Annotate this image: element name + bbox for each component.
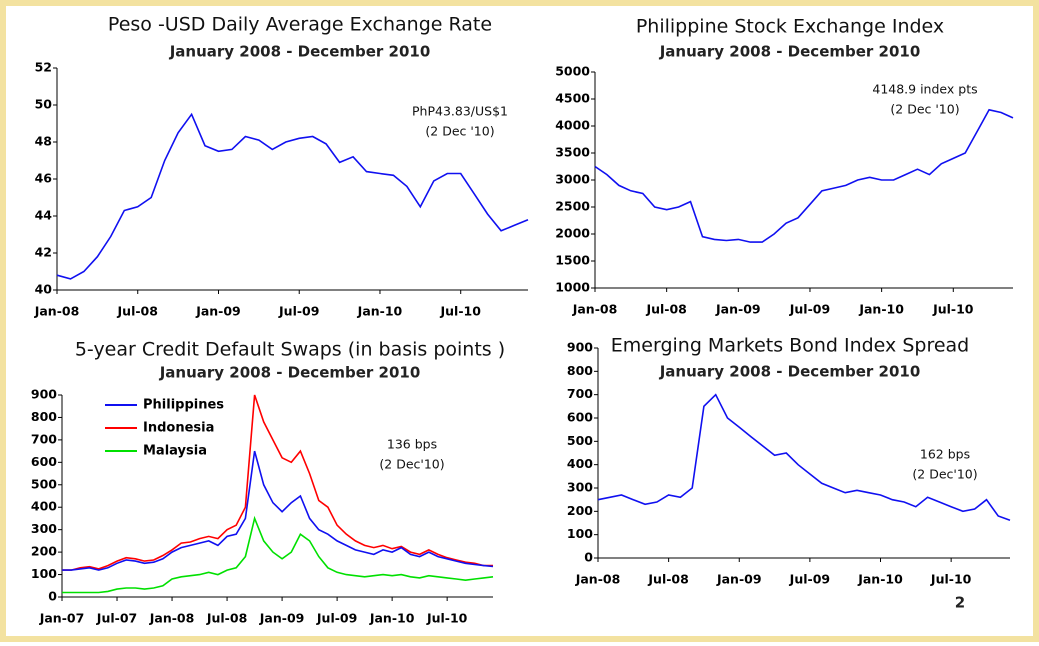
y-tick-label: 900 — [567, 340, 593, 355]
x-tick-label: Jul-07 — [96, 611, 137, 626]
x-tick-label: Jan-10 — [858, 302, 904, 317]
x-tick-label: Jul-08 — [647, 572, 688, 587]
y-tick-label: 700 — [567, 386, 593, 401]
y-tick-label: 500 — [567, 433, 593, 448]
y-tick-label: 400 — [567, 456, 593, 471]
y-tick-label: 100 — [31, 566, 57, 581]
x-tick-label: Jul-10 — [440, 304, 482, 319]
y-tick-label: 500 — [31, 476, 57, 491]
legend-label: Indonesia — [143, 421, 214, 436]
y-tick-label: 52 — [35, 60, 52, 75]
y-tick-label: 4500 — [555, 91, 590, 106]
annotation: 136 bps — [387, 437, 437, 452]
chart-title: 5-year Credit Default Swaps (in basis po… — [75, 339, 505, 361]
y-tick-label: 4000 — [555, 118, 590, 133]
y-tick-label: 2000 — [555, 226, 590, 241]
x-tick-label: Jan-09 — [715, 302, 761, 317]
series-line — [594, 108, 1014, 243]
y-tick-label: 0 — [48, 589, 57, 604]
series-line — [597, 393, 1011, 521]
series-line — [56, 112, 529, 280]
y-tick-label: 700 — [31, 431, 57, 446]
y-tick-label: 3500 — [555, 145, 590, 160]
y-tick-label: 300 — [31, 521, 57, 536]
x-tick-label: Jul-10 — [426, 611, 468, 626]
x-tick-label: Jan-08 — [572, 302, 618, 317]
y-tick-label: 48 — [35, 134, 52, 149]
y-tick-label: 50 — [35, 97, 53, 112]
x-tick-label: Jul-09 — [278, 304, 319, 319]
y-tick-label: 0 — [584, 550, 593, 565]
y-tick-label: 800 — [567, 363, 593, 378]
x-tick-label: Jan-09 — [716, 572, 762, 587]
y-tick-label: 800 — [31, 409, 57, 424]
x-tick-label: Jul-09 — [789, 302, 830, 317]
y-tick-label: 600 — [567, 410, 593, 425]
chart-subtitle: January 2008 - December 2010 — [159, 364, 421, 382]
chart-subtitle: January 2008 - December 2010 — [659, 43, 921, 61]
x-tick-label: Jan-08 — [34, 304, 80, 319]
y-tick-label: 600 — [31, 454, 57, 469]
y-tick-label: 44 — [35, 208, 53, 223]
y-tick-label: 1000 — [555, 280, 590, 295]
y-tick-label: 300 — [567, 480, 593, 495]
annotation: (2 Dec'10) — [912, 467, 977, 482]
series-line — [62, 450, 494, 571]
x-tick-label: Jul-10 — [932, 302, 974, 317]
annotation: 162 bps — [920, 447, 970, 462]
series-line — [62, 394, 493, 571]
y-tick-label: 1500 — [555, 253, 590, 268]
x-tick-label: Jan-10 — [857, 572, 903, 587]
y-tick-label: 200 — [567, 503, 593, 518]
annotation: (2 Dec '10) — [890, 102, 959, 117]
chart-title: Peso -USD Daily Average Exchange Rate — [108, 14, 492, 36]
page-number: 2 — [955, 594, 965, 612]
x-tick-label: Jul-09 — [316, 611, 357, 626]
x-tick-label: Jan-07 — [39, 611, 85, 626]
annotation: (2 Dec'10) — [379, 457, 444, 472]
annotation: 4148.9 index pts — [872, 82, 977, 97]
x-tick-label: Jan-10 — [369, 611, 415, 626]
chart-title: Emerging Markets Bond Index Spread — [611, 335, 969, 357]
y-tick-label: 3000 — [555, 172, 590, 187]
y-tick-label: 200 — [31, 544, 57, 559]
annotation: (2 Dec '10) — [425, 124, 494, 139]
annotation: PhP43.83/US$1 — [412, 104, 508, 119]
series-line — [62, 515, 494, 594]
chart-subtitle: January 2008 - December 2010 — [169, 43, 431, 61]
x-tick-label: Jul-08 — [206, 611, 247, 626]
y-tick-label: 42 — [35, 245, 52, 260]
x-tick-label: Jan-10 — [357, 304, 403, 319]
y-tick-label: 2500 — [555, 199, 590, 214]
x-tick-label: Jan-09 — [195, 304, 241, 319]
y-tick-label: 900 — [31, 387, 57, 402]
x-tick-label: Jan-08 — [149, 611, 195, 626]
x-tick-label: Jan-08 — [575, 572, 621, 587]
x-tick-label: Jul-08 — [645, 302, 686, 317]
y-tick-label: 100 — [567, 526, 593, 541]
y-tick-label: 40 — [35, 282, 53, 297]
x-tick-label: Jul-09 — [789, 572, 830, 587]
x-tick-label: Jul-08 — [117, 304, 158, 319]
legend-label: Malaysia — [143, 444, 207, 459]
y-tick-label: 5000 — [555, 64, 590, 79]
y-tick-label: 400 — [31, 499, 57, 514]
chart-subtitle: January 2008 - December 2010 — [659, 363, 921, 381]
legend-label: Philippines — [143, 398, 224, 413]
y-tick-label: 46 — [35, 171, 53, 186]
x-tick-label: Jul-10 — [930, 572, 972, 587]
x-tick-label: Jan-09 — [259, 611, 305, 626]
chart-title: Philippine Stock Exchange Index — [636, 16, 944, 38]
